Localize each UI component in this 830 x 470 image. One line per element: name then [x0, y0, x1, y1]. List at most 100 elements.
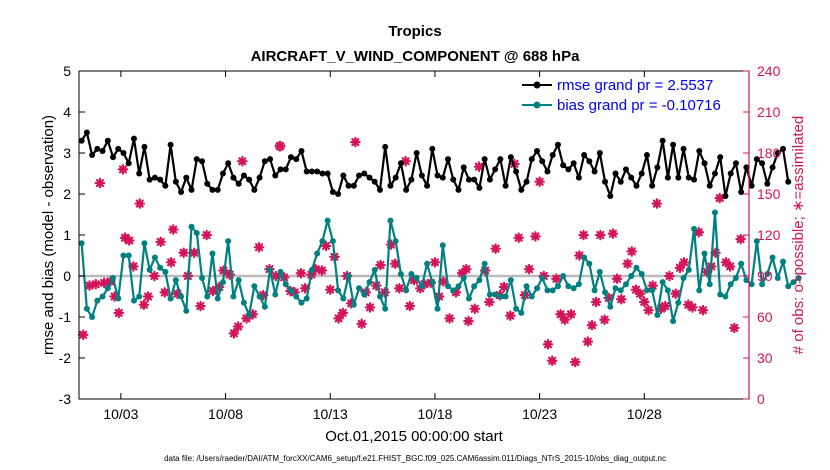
bias-point — [172, 277, 179, 284]
bias-point — [711, 209, 718, 216]
bias-point — [539, 275, 546, 282]
rmse-point — [607, 193, 614, 200]
obs-assimilated-marker — [578, 229, 589, 241]
rmse-point — [764, 180, 771, 187]
obs-assimilated-marker — [172, 288, 183, 300]
bias-point — [675, 299, 682, 306]
y-tick-label: -3 — [59, 391, 72, 407]
rmse-point — [785, 178, 792, 185]
y2-tick-label: 150 — [757, 186, 781, 202]
bias-point — [188, 223, 195, 230]
obs-assimilated-marker — [149, 270, 160, 282]
bias-point — [560, 273, 567, 279]
rmse-point — [434, 172, 441, 179]
rmse-point — [130, 135, 137, 142]
rmse-point — [136, 170, 143, 177]
obs-assimilated-marker — [461, 263, 472, 275]
bias-point — [507, 277, 514, 284]
obs-assimilated-marker — [188, 247, 200, 259]
bias-point — [397, 270, 404, 277]
obs-assimilated-marker — [400, 155, 411, 167]
y-axis-right: 0 30 60 90 120 150 180 210 240 — [743, 63, 781, 407]
plot-area — [79, 71, 749, 399]
rmse-point — [649, 182, 656, 189]
x-tick-label: 10/08 — [208, 406, 243, 422]
bias-point — [235, 277, 242, 284]
bias-point — [345, 273, 352, 279]
obs-assimilated-marker — [109, 291, 120, 302]
bias-point — [277, 268, 284, 275]
rmse-point — [104, 137, 111, 144]
rmse-point — [680, 145, 687, 152]
bias-point — [157, 264, 164, 271]
bias-point — [518, 309, 525, 316]
bias-point — [282, 281, 289, 288]
rmse-point — [329, 188, 336, 195]
bias-point — [167, 295, 174, 302]
bias-point — [272, 291, 279, 298]
bias-point — [581, 254, 588, 261]
obs-assimilated-marker — [542, 339, 554, 350]
obs-assimilated-marker — [463, 315, 474, 327]
rmse-point — [502, 182, 509, 189]
bias-point — [570, 285, 577, 292]
rmse-point — [596, 150, 603, 156]
rmse-point — [125, 160, 132, 167]
rmse-point — [575, 174, 582, 181]
rmse-point — [209, 186, 216, 193]
obs-assimilated-marker — [710, 247, 721, 259]
obs-assimilated-marker — [590, 296, 602, 308]
obs-assimilated-marker — [257, 289, 269, 301]
obs-assimilated-marker — [389, 258, 401, 269]
rmse-point — [602, 178, 609, 185]
bias-point — [246, 311, 253, 318]
rmse-point — [335, 191, 342, 197]
obs-assimilated-marker — [333, 313, 344, 324]
rmse-point — [110, 154, 117, 161]
obs-assimilated-marker — [693, 226, 705, 238]
bias-point — [387, 217, 394, 224]
bias-point — [769, 254, 776, 261]
rmse-point — [392, 174, 399, 181]
rmse-point — [83, 129, 90, 136]
obs-assimilated-marker — [655, 303, 667, 315]
bias-point — [649, 287, 656, 294]
bias-point — [680, 275, 687, 282]
bias-point — [403, 287, 410, 294]
bias-point — [486, 291, 493, 298]
rmse-point — [476, 184, 483, 191]
bias-point — [94, 297, 101, 304]
bias-point — [408, 270, 415, 277]
bias-point — [308, 266, 315, 273]
bias-point — [204, 293, 211, 300]
obs-assimilated-marker — [651, 198, 663, 209]
rmse-series — [78, 129, 792, 200]
bias-point — [785, 283, 792, 290]
bias-point — [764, 270, 771, 277]
bias-point — [701, 250, 708, 257]
bias-point — [586, 260, 593, 267]
rmse-point — [492, 166, 499, 173]
y2-tick-label: 180 — [757, 145, 781, 161]
bias-point — [591, 287, 598, 294]
bias-point — [528, 293, 535, 300]
bias-point — [439, 242, 446, 249]
rmse-point — [481, 156, 488, 163]
obs-assimilated-marker — [582, 336, 594, 347]
bias-point — [256, 293, 263, 300]
bias-point — [89, 314, 96, 320]
obs-assimilated-marker — [385, 239, 397, 250]
bias-point — [685, 266, 692, 273]
bias-point — [240, 299, 247, 306]
obs-assimilated-marker — [546, 355, 558, 367]
y2-axis-label: # of obs: o=possible; ∗=assimilated — [790, 116, 807, 355]
rmse-point — [141, 143, 148, 150]
rmse-point — [727, 170, 734, 177]
rmse-point — [366, 174, 373, 181]
obs-assimilated-marker — [490, 243, 501, 254]
bias-point — [664, 287, 671, 294]
bias-point — [303, 295, 310, 302]
bias-point — [83, 305, 90, 312]
bias-point — [460, 275, 467, 282]
rmse-point — [99, 147, 106, 154]
